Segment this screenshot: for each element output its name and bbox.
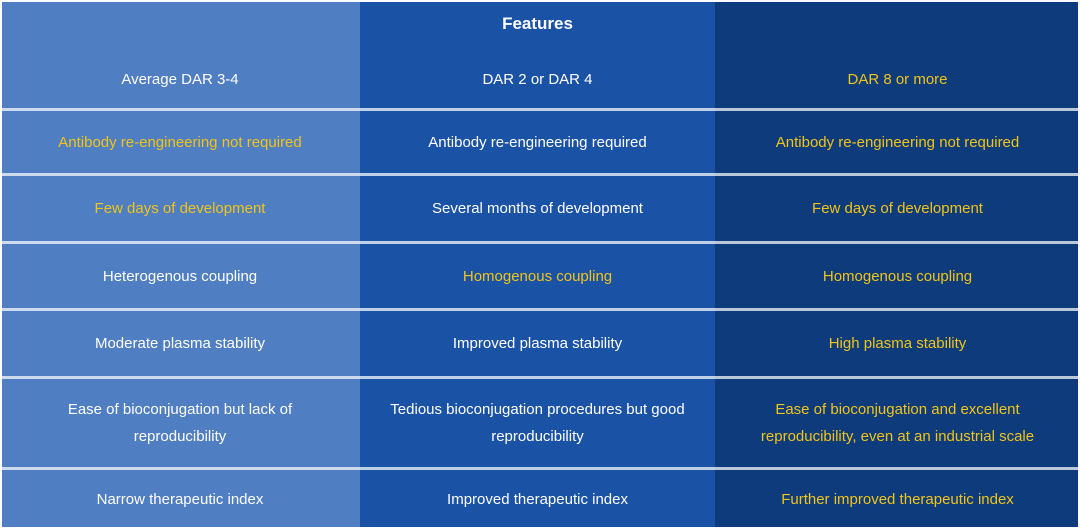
table-cell: Antibody re-engineering not required	[715, 108, 1080, 173]
features-title: Features	[502, 14, 573, 33]
column-c-header-label: DAR 8 or more	[847, 71, 948, 88]
column-a-header-label: Average DAR 3-4	[121, 71, 239, 88]
table-cell: Narrow therapeutic index	[0, 467, 360, 529]
table-cell: Improved therapeutic index	[360, 467, 715, 529]
column-dar-2-or-dar-4: Features DAR 2 or DAR 4 Antibody re-engi…	[360, 0, 715, 529]
table-cell: Improved plasma stability	[360, 308, 715, 376]
column-c-header-cell: DAR 8 or more	[715, 0, 1080, 108]
table-cell: Tedious bioconjugation procedures but go…	[360, 376, 715, 467]
column-b-header-label: DAR 2 or DAR 4	[482, 71, 593, 88]
column-dar-8-or-more: DAR 8 or more Antibody re-engineering no…	[715, 0, 1080, 529]
table-cell: Several months of development	[360, 173, 715, 241]
column-a-header-cell: Average DAR 3-4	[0, 0, 360, 108]
table-cell: Few days of development	[0, 173, 360, 241]
table-cell: Homogenous coupling	[715, 241, 1080, 308]
column-average-dar-3-4: Average DAR 3-4 Antibody re-engineering …	[0, 0, 360, 529]
table-cell: Further improved therapeutic index	[715, 467, 1080, 529]
table-cell: Heterogenous coupling	[0, 241, 360, 308]
table-cell: Few days of development	[715, 173, 1080, 241]
column-b-header-cell: Features DAR 2 or DAR 4	[360, 0, 715, 108]
table-cell: Homogenous coupling	[360, 241, 715, 308]
table-cell: Antibody re-engineering not required	[0, 108, 360, 173]
table-cell: Moderate plasma stability	[0, 308, 360, 376]
table-cell: Ease of bioconjugation but lack of repro…	[0, 376, 360, 467]
table-cell: Ease of bioconjugation and excellent rep…	[715, 376, 1080, 467]
table-cell: High plasma stability	[715, 308, 1080, 376]
table-cell: Antibody re-engineering required	[360, 108, 715, 173]
